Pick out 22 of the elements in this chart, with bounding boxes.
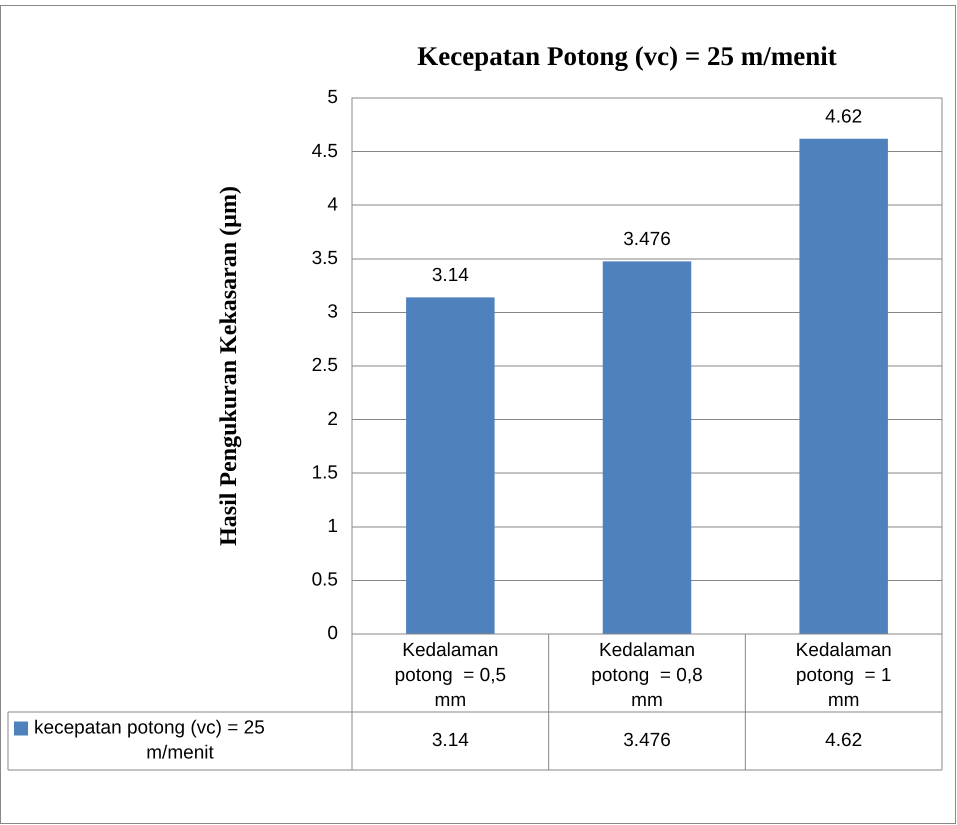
y-tick-label: 2 — [327, 408, 338, 430]
data-label: 3.14 — [432, 265, 470, 286]
y-tick-label: 4.5 — [312, 140, 338, 162]
chart-title: Kecepatan Potong (vc) = 25 m/menit — [417, 40, 837, 71]
x-tick-label: Kedalaman potong = 1 mm — [796, 640, 892, 712]
y-axis-title: Hasil Pengukuran Kekasaran (µm) — [216, 186, 242, 546]
bar — [406, 297, 495, 634]
y-tick-label: 0.5 — [312, 570, 338, 591]
y-tick-label: 3.5 — [312, 248, 338, 270]
bar — [799, 138, 888, 634]
data-label: 3.476 — [623, 229, 671, 250]
y-tick-label: 1.5 — [312, 462, 338, 484]
y-tick-label: 5 — [327, 87, 338, 108]
y-tick-label: 0 — [327, 623, 338, 644]
y-tick-label: 4 — [327, 194, 338, 216]
bar — [602, 261, 692, 634]
y-tick-label: 3 — [327, 302, 338, 323]
x-tick-label: Kedalaman potong = 0,5 mm — [394, 640, 506, 712]
y-tick-label: 2.5 — [312, 355, 338, 376]
data-label: 4.62 — [825, 106, 862, 128]
y-tick-label: 1 — [327, 516, 338, 538]
x-tick-label: Kedalaman potong = 0,8 mm — [591, 640, 703, 712]
